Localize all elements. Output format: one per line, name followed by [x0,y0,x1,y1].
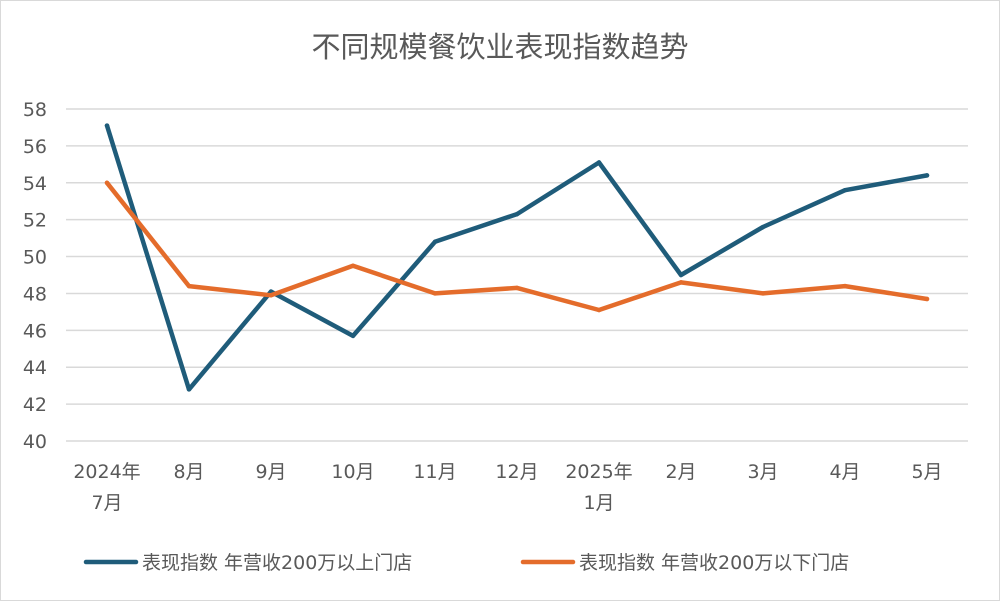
x-tick-label: 2025年 1月 [565,461,632,514]
legend-item: 表现指数 年营收200万以下门店 [520,552,849,574]
x-axis-ticks: 2024年 7月 8月 9月 10月 11月 12月 2025年 1月 2月 3月 4月 5月 [73,461,942,514]
data-point [104,180,110,185]
y-tick-label: 48 [23,283,47,305]
data-point [596,307,602,313]
x-tick-label-line: 10月 [331,461,374,483]
gridlines [66,108,968,442]
data-point [842,187,848,193]
series-lines [104,123,930,392]
chart-title: 不同规模餐饮业表现指数趋势 [311,30,688,64]
y-tick-label: 46 [23,320,47,342]
data-point [760,224,766,230]
x-tick-label-line: 1月 [583,492,614,514]
x-tick-label-line: 12月 [495,461,538,483]
x-tick-label: 4月 [829,461,860,483]
series-line-1 [104,123,930,392]
x-tick-label: 12月 [495,461,538,483]
data-point [596,160,602,165]
x-tick-label: 9月 [255,461,286,483]
x-tick-label: 2024年 7月 [73,461,140,514]
data-point [924,296,930,302]
y-tick-label: 40 [23,431,47,453]
data-point [350,263,356,268]
x-tick-label: 10月 [331,461,374,483]
x-tick-label-line: 7月 [91,492,122,514]
y-tick-label: 56 [23,136,47,158]
x-tick-label: 2月 [665,461,696,483]
y-tick-label: 42 [23,394,47,416]
legend: 表现指数 年营收200万以上门店 表现指数 年营收200万以下门店 [83,552,849,574]
x-tick-label: 11月 [413,461,456,483]
data-point [432,291,438,296]
data-point [268,293,274,298]
data-point [514,211,520,217]
x-tick-label-line: 5月 [911,461,942,483]
x-tick-label: 3月 [747,461,778,483]
data-point [350,333,356,339]
x-tick-label: 8月 [173,461,204,483]
x-tick-label: 5月 [911,461,942,483]
x-tick-label-line: 2025年 [565,461,632,483]
data-point [760,291,766,296]
legend-label: 表现指数 年营收200万以下门店 [579,552,849,574]
data-point [678,272,684,278]
data-point [432,239,438,244]
y-tick-label: 50 [23,247,47,269]
y-tick-label: 54 [23,173,47,195]
data-point [842,283,848,289]
y-axis-ticks: 40 42 44 46 48 50 52 54 56 58 [23,99,47,453]
data-point [678,280,684,285]
x-tick-label-line: 8月 [173,461,204,483]
data-point [186,283,192,289]
data-point [104,123,110,128]
legend-item: 表现指数 年营收200万以上门店 [83,552,412,574]
data-point [924,173,930,178]
x-tick-label-line: 3月 [747,461,778,483]
series-line-2 [104,180,930,313]
y-tick-label: 52 [23,210,47,232]
y-tick-label: 58 [23,99,47,121]
y-tick-label: 44 [23,357,47,379]
data-point [186,387,192,392]
x-tick-label-line: 2月 [665,461,696,483]
data-point [514,285,520,291]
x-tick-label-line: 11月 [413,461,456,483]
legend-label: 表现指数 年营收200万以上门店 [142,552,412,574]
x-tick-label-line: 4月 [829,461,860,483]
x-tick-label-line: 2024年 [73,461,140,483]
x-tick-label-line: 9月 [255,461,286,483]
